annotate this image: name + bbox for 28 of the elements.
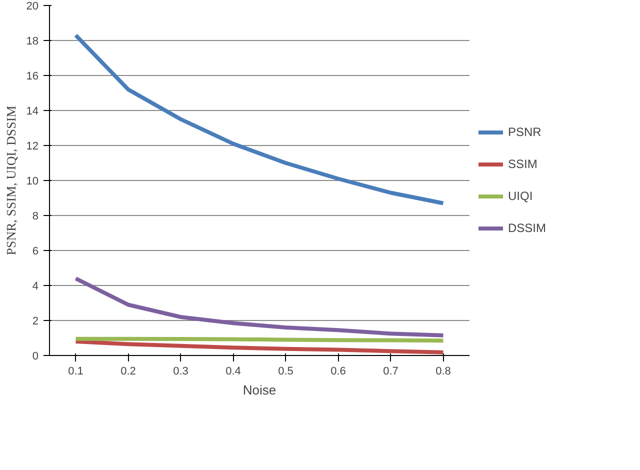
x-tick-label: 0.5	[278, 366, 294, 378]
x-tick-label: 0.2	[120, 366, 136, 378]
legend-label: UIQI	[508, 189, 533, 203]
y-tick-label: 2	[32, 316, 39, 328]
y-tick-label: 6	[32, 246, 39, 258]
x-tick-label: 0.1	[68, 366, 84, 378]
y-tick-label: 0	[32, 350, 39, 362]
x-tick-label: 0.8	[436, 366, 451, 378]
line-series	[74, 33, 446, 206]
legend-label: SSIM	[508, 157, 538, 171]
y-tick-label: 12	[26, 140, 39, 152]
x-tick-label: 0.7	[383, 366, 398, 378]
y-tick-label: 18	[26, 36, 39, 48]
legend-label: PSNR	[508, 125, 542, 139]
line-series	[74, 340, 446, 354]
line-series	[74, 276, 446, 338]
x-axis-title: Noise	[242, 382, 276, 398]
y-tick-label: 4	[32, 280, 39, 292]
y-tick-label: 14	[26, 106, 39, 118]
y-axis-title: PSNR, SSIM, UIQI, DSSIM	[3, 105, 18, 256]
y-tick-label: 20	[26, 0, 39, 12]
x-tick-label: 0.6	[330, 366, 346, 378]
y-tick-label: 8	[32, 210, 39, 222]
y-tick-label: 10	[26, 176, 39, 188]
x-tick-label: 0.4	[226, 366, 241, 378]
y-tick-label: 16	[26, 70, 39, 82]
legend-label: DSSIM	[508, 221, 546, 235]
x-tick-label: 0.3	[173, 366, 188, 378]
